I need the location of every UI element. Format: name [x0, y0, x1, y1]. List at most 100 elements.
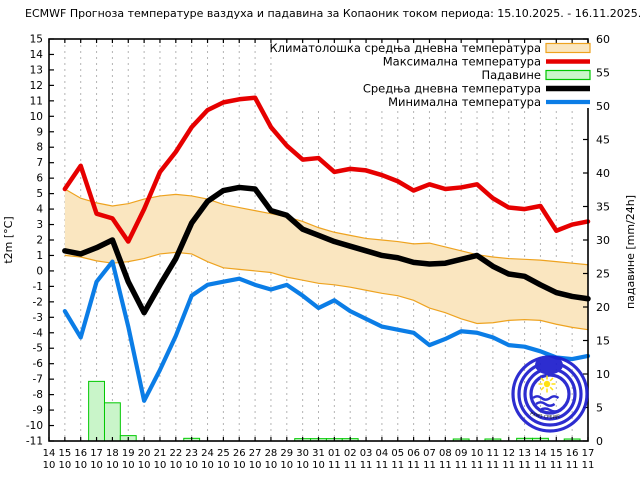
svg-text:-3: -3 [33, 312, 43, 324]
legend-precip-swatch [545, 69, 591, 81]
sun-icon [538, 375, 556, 393]
x-axis-date-labels: 1410151016101710181019102010211022102310… [43, 448, 595, 471]
svg-text:10: 10 [106, 460, 119, 471]
min-temp-line [62, 259, 591, 403]
svg-text:11: 11 [423, 460, 436, 471]
svg-text:22: 22 [169, 448, 182, 459]
svg-text:14: 14 [43, 448, 56, 459]
svg-text:10: 10 [185, 460, 198, 471]
svg-text:10: 10 [138, 460, 151, 471]
svg-text:10: 10 [58, 460, 71, 471]
svg-text:10: 10 [296, 460, 309, 471]
svg-text:14: 14 [30, 49, 44, 61]
svg-text:11: 11 [344, 460, 357, 471]
svg-text:5: 5 [596, 401, 603, 414]
svg-text:20: 20 [596, 301, 610, 314]
svg-text:8: 8 [36, 142, 43, 154]
svg-text:10: 10 [217, 460, 230, 471]
precip-bar [88, 380, 105, 442]
svg-text:10: 10 [249, 460, 262, 471]
svg-text:14: 14 [534, 448, 547, 459]
svg-text:0: 0 [596, 435, 603, 448]
svg-text:10: 10 [74, 460, 87, 471]
svg-text:11: 11 [391, 460, 404, 471]
svg-text:4: 4 [36, 204, 43, 216]
svg-text:13: 13 [518, 448, 531, 459]
legend-label: Падавине [481, 68, 541, 82]
svg-text:07: 07 [423, 448, 436, 459]
svg-text:11: 11 [471, 460, 484, 471]
svg-text:28: 28 [265, 448, 278, 459]
svg-text:-4: -4 [33, 327, 44, 339]
svg-text:-8: -8 [33, 389, 43, 401]
svg-text:17: 17 [90, 448, 103, 459]
svg-text:30: 30 [296, 448, 309, 459]
svg-text:45: 45 [596, 133, 610, 146]
svg-text:10: 10 [233, 460, 246, 471]
temperature-lines [62, 95, 591, 403]
band-upper-edge [64, 188, 589, 266]
svg-text:21: 21 [154, 448, 167, 459]
svg-text:11: 11 [439, 460, 452, 471]
svg-text:10: 10 [43, 460, 56, 471]
svg-text:15: 15 [550, 448, 563, 459]
svg-text:60: 60 [596, 33, 610, 46]
svg-text:11: 11 [518, 460, 531, 471]
band-lower-edge [64, 251, 589, 331]
precip-bar [103, 402, 121, 442]
legend-band-swatch [545, 42, 591, 54]
climatology-band [64, 188, 589, 331]
svg-text:11: 11 [455, 460, 468, 471]
svg-text:-7: -7 [33, 374, 43, 386]
svg-text:3: 3 [36, 219, 43, 231]
mean-temp-line [62, 184, 591, 316]
svg-text:10: 10 [312, 460, 325, 471]
plot-frame-and-ticks [48, 38, 589, 442]
svg-text:40: 40 [596, 167, 610, 180]
svg-text:04: 04 [376, 448, 389, 459]
svg-text:25: 25 [596, 267, 610, 280]
right-axis-title: падавине [mm/24h] [624, 195, 637, 309]
svg-text:20: 20 [138, 448, 151, 459]
svg-text:10: 10 [471, 448, 484, 459]
svg-text:30: 30 [596, 234, 610, 247]
svg-text:10: 10 [265, 460, 278, 471]
chart-title: ECMWF Прогноза температуре ваздуха и пад… [25, 7, 640, 20]
svg-text:50: 50 [596, 100, 610, 113]
legend-label: Средња дневна температура [363, 82, 541, 96]
svg-text:35: 35 [596, 200, 610, 213]
legend: Климатолошка средња дневна температураМа… [270, 41, 592, 109]
svg-text:02: 02 [344, 448, 357, 459]
svg-text:55: 55 [596, 66, 610, 79]
svg-text:10: 10 [90, 460, 103, 471]
svg-text:11: 11 [566, 460, 579, 471]
svg-text:2: 2 [36, 235, 43, 247]
right-axis-tick-labels: 0 5 10 15 20 25 30 35 40 45 50 55 60 [596, 33, 610, 448]
svg-text:-6: -6 [33, 358, 44, 370]
svg-text:17: 17 [582, 448, 595, 459]
svg-text:-2: -2 [33, 296, 43, 308]
legend-label: Минимална температура [388, 95, 541, 109]
svg-text:18: 18 [106, 448, 119, 459]
svg-text:11: 11 [487, 448, 500, 459]
svg-text:09: 09 [455, 448, 468, 459]
logo-cloud [535, 355, 563, 375]
svg-text:01: 01 [328, 448, 341, 459]
svg-text:29: 29 [280, 448, 293, 459]
svg-text:11: 11 [328, 460, 341, 471]
svg-text:10: 10 [30, 111, 43, 123]
svg-text:06: 06 [407, 448, 420, 459]
svg-text:11: 11 [407, 460, 420, 471]
svg-text:-9: -9 [33, 405, 43, 417]
svg-text:16: 16 [566, 448, 579, 459]
svg-text:11: 11 [534, 460, 547, 471]
svg-text:05: 05 [391, 448, 404, 459]
svg-text:10: 10 [280, 460, 293, 471]
svg-text:15: 15 [596, 334, 610, 347]
svg-text:10: 10 [154, 460, 167, 471]
svg-text:12: 12 [502, 448, 515, 459]
svg-text:24: 24 [201, 448, 214, 459]
svg-text:11: 11 [502, 460, 515, 471]
